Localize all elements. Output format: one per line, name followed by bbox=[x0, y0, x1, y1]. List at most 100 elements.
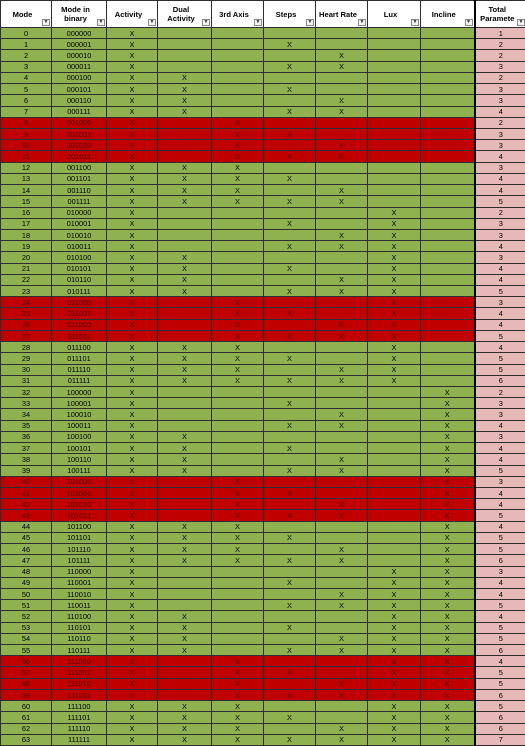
cell-mode-in-binary[interactable]: 000101 bbox=[52, 84, 107, 95]
cell-activity[interactable]: X bbox=[107, 689, 158, 700]
cell-mode-in-binary[interactable]: 101010 bbox=[52, 499, 107, 510]
cell-activity[interactable]: X bbox=[107, 375, 158, 386]
cell-heart-rate[interactable] bbox=[316, 712, 368, 723]
cell-total-parameters[interactable]: 5 bbox=[475, 701, 525, 712]
cell-steps[interactable] bbox=[264, 521, 316, 532]
cell-lux[interactable]: X bbox=[368, 656, 421, 667]
cell-lux[interactable] bbox=[368, 398, 421, 409]
cell-mode[interactable]: 35 bbox=[1, 420, 52, 431]
cell-3rd-axis[interactable] bbox=[212, 39, 264, 50]
cell-mode[interactable]: 50 bbox=[1, 588, 52, 599]
cell-steps[interactable]: X bbox=[264, 241, 316, 252]
cell-incline[interactable] bbox=[421, 252, 475, 263]
cell-lux[interactable] bbox=[368, 544, 421, 555]
cell-lux[interactable]: X bbox=[368, 241, 421, 252]
cell-lux[interactable] bbox=[368, 532, 421, 543]
cell-3rd-axis[interactable] bbox=[212, 50, 264, 61]
cell-total-parameters[interactable]: 4 bbox=[475, 241, 525, 252]
cell-mode[interactable]: 37 bbox=[1, 443, 52, 454]
cell-lux[interactable] bbox=[368, 465, 421, 476]
cell-dual-activity[interactable] bbox=[158, 577, 212, 588]
cell-steps[interactable]: X bbox=[264, 667, 316, 678]
cell-dual-activity[interactable] bbox=[158, 50, 212, 61]
cell-steps[interactable]: X bbox=[264, 600, 316, 611]
cell-dual-activity[interactable]: X bbox=[158, 544, 212, 555]
cell-activity[interactable]: X bbox=[107, 499, 158, 510]
cell-total-parameters[interactable]: 6 bbox=[475, 689, 525, 700]
cell-steps[interactable] bbox=[264, 476, 316, 487]
cell-incline[interactable]: X bbox=[421, 387, 475, 398]
cell-mode-in-binary[interactable]: 100001 bbox=[52, 398, 107, 409]
cell-activity[interactable]: X bbox=[107, 577, 158, 588]
cell-total-parameters[interactable]: 2 bbox=[475, 39, 525, 50]
cell-mode-in-binary[interactable]: 110110 bbox=[52, 633, 107, 644]
cell-steps[interactable]: X bbox=[264, 734, 316, 745]
cell-steps[interactable] bbox=[264, 162, 316, 173]
cell-mode-in-binary[interactable]: 000001 bbox=[52, 39, 107, 50]
cell-dual-activity[interactable] bbox=[158, 588, 212, 599]
cell-dual-activity[interactable]: X bbox=[158, 622, 212, 633]
cell-incline[interactable] bbox=[421, 117, 475, 128]
cell-activity[interactable]: X bbox=[107, 286, 158, 297]
cell-dual-activity[interactable]: X bbox=[158, 196, 212, 207]
cell-mode[interactable]: 38 bbox=[1, 454, 52, 465]
cell-mode[interactable]: 8 bbox=[1, 117, 52, 128]
cell-3rd-axis[interactable] bbox=[212, 106, 264, 117]
cell-lux[interactable]: X bbox=[368, 689, 421, 700]
cell-steps[interactable] bbox=[264, 701, 316, 712]
cell-3rd-axis[interactable]: X bbox=[212, 342, 264, 353]
cell-total-parameters[interactable]: 2 bbox=[475, 50, 525, 61]
cell-total-parameters[interactable]: 5 bbox=[475, 678, 525, 689]
cell-incline[interactable]: X bbox=[421, 600, 475, 611]
cell-heart-rate[interactable] bbox=[316, 297, 368, 308]
cell-3rd-axis[interactable]: X bbox=[212, 723, 264, 734]
cell-incline[interactable] bbox=[421, 229, 475, 240]
cell-total-parameters[interactable]: 2 bbox=[475, 72, 525, 83]
cell-activity[interactable]: X bbox=[107, 319, 158, 330]
cell-steps[interactable] bbox=[264, 611, 316, 622]
cell-dual-activity[interactable] bbox=[158, 600, 212, 611]
cell-mode[interactable]: 6 bbox=[1, 95, 52, 106]
cell-lux[interactable]: X bbox=[368, 353, 421, 364]
cell-total-parameters[interactable]: 5 bbox=[475, 600, 525, 611]
cell-dual-activity[interactable]: X bbox=[158, 364, 212, 375]
cell-3rd-axis[interactable] bbox=[212, 454, 264, 465]
cell-heart-rate[interactable] bbox=[316, 387, 368, 398]
cell-lux[interactable] bbox=[368, 117, 421, 128]
cell-mode[interactable]: 52 bbox=[1, 611, 52, 622]
cell-3rd-axis[interactable]: X bbox=[212, 656, 264, 667]
cell-steps[interactable] bbox=[264, 364, 316, 375]
cell-heart-rate[interactable]: X bbox=[316, 364, 368, 375]
cell-incline[interactable]: X bbox=[421, 678, 475, 689]
cell-mode[interactable]: 51 bbox=[1, 600, 52, 611]
cell-3rd-axis[interactable]: X bbox=[212, 499, 264, 510]
cell-lux[interactable] bbox=[368, 173, 421, 184]
cell-steps[interactable] bbox=[264, 95, 316, 106]
cell-lux[interactable]: X bbox=[368, 678, 421, 689]
cell-mode-in-binary[interactable]: 101111 bbox=[52, 555, 107, 566]
cell-mode[interactable]: 7 bbox=[1, 106, 52, 117]
cell-dual-activity[interactable] bbox=[158, 656, 212, 667]
cell-dual-activity[interactable] bbox=[158, 207, 212, 218]
cell-3rd-axis[interactable]: X bbox=[212, 330, 264, 341]
cell-dual-activity[interactable]: X bbox=[158, 342, 212, 353]
cell-mode[interactable]: 44 bbox=[1, 521, 52, 532]
cell-mode-in-binary[interactable]: 001100 bbox=[52, 162, 107, 173]
cell-incline[interactable] bbox=[421, 50, 475, 61]
cell-total-parameters[interactable]: 1 bbox=[475, 28, 525, 39]
cell-lux[interactable] bbox=[368, 50, 421, 61]
cell-mode-in-binary[interactable]: 010110 bbox=[52, 274, 107, 285]
cell-lux[interactable]: X bbox=[368, 566, 421, 577]
cell-3rd-axis[interactable]: X bbox=[212, 308, 264, 319]
cell-activity[interactable]: X bbox=[107, 241, 158, 252]
cell-total-parameters[interactable]: 5 bbox=[475, 330, 525, 341]
cell-incline[interactable] bbox=[421, 263, 475, 274]
cell-incline[interactable]: X bbox=[421, 510, 475, 521]
cell-activity[interactable]: X bbox=[107, 364, 158, 375]
cell-steps[interactable]: X bbox=[264, 151, 316, 162]
cell-mode-in-binary[interactable]: 010000 bbox=[52, 207, 107, 218]
cell-steps[interactable]: X bbox=[264, 532, 316, 543]
cell-dual-activity[interactable] bbox=[158, 330, 212, 341]
cell-lux[interactable] bbox=[368, 409, 421, 420]
cell-heart-rate[interactable]: X bbox=[316, 588, 368, 599]
